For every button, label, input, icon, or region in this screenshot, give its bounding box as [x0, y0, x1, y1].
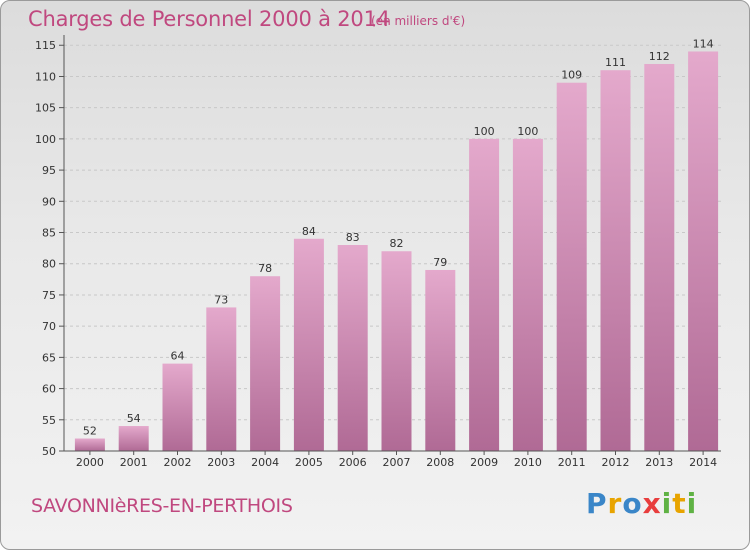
bar-2013	[644, 63, 675, 451]
bar-2011	[556, 82, 587, 452]
x-tick-label-2013: 2013	[645, 456, 673, 469]
y-tick-label-115: 115	[35, 39, 56, 52]
data-label-2006: 83	[346, 231, 360, 244]
chart-subtitle: (en milliers d'€)	[371, 14, 466, 28]
x-tick-label-2009: 2009	[470, 456, 498, 469]
data-label-2012: 111	[605, 56, 626, 69]
bar-2001	[118, 426, 149, 451]
y-tick-label-65: 65	[42, 351, 56, 364]
bar-2010	[512, 138, 543, 451]
x-tick-label-2004: 2004	[251, 456, 279, 469]
x-tick-label-2007: 2007	[383, 456, 411, 469]
data-label-2009: 100	[474, 125, 495, 138]
data-label-2008: 79	[433, 256, 447, 269]
logo-letter-5: t	[672, 487, 687, 520]
data-label-2004: 78	[258, 262, 272, 275]
data-label-2005: 84	[302, 225, 316, 238]
data-label-2003: 73	[214, 293, 228, 306]
x-tick-label-2011: 2011	[558, 456, 586, 469]
x-tick-label-2001: 2001	[120, 456, 148, 469]
x-tick-label-2000: 2000	[76, 456, 104, 469]
data-label-2013: 112	[649, 50, 670, 63]
bar-2003	[206, 307, 237, 451]
data-label-2014: 114	[693, 37, 714, 50]
y-tick-label-100: 100	[35, 133, 56, 146]
logo-letter-2: o	[622, 487, 643, 520]
y-tick-label-75: 75	[42, 289, 56, 302]
logo-letter-1: r	[607, 487, 623, 520]
labels: 50 55 60 65 70 75 80 85 90 95 100 105 110 115 52 2000 54…	[35, 37, 717, 469]
x-tick-label-2005: 2005	[295, 456, 323, 469]
y-tick-label-110: 110	[35, 70, 56, 83]
y-tick-label-105: 105	[35, 102, 56, 115]
logo-letter-4: i	[661, 487, 673, 520]
y-tick-label-85: 85	[42, 227, 56, 240]
bar-2000	[74, 438, 105, 451]
y-tick-label-60: 60	[42, 383, 56, 396]
data-label-2000: 52	[83, 425, 97, 438]
y-tick-label-95: 95	[42, 164, 56, 177]
chart-title: Charges de Personnel 2000 à 2014	[28, 7, 390, 31]
x-tick-label-2014: 2014	[689, 456, 717, 469]
x-tick-label-2006: 2006	[339, 456, 367, 469]
y-tick-label-80: 80	[42, 258, 56, 271]
data-label-2007: 82	[390, 237, 404, 250]
bar-2007	[381, 251, 412, 451]
x-tick-label-2010: 2010	[514, 456, 542, 469]
logo-letter-3: x	[642, 487, 662, 520]
city-name: SAVONNIèRES-EN-PERTHOIS	[31, 495, 293, 517]
logo-letter-0: P	[586, 487, 608, 520]
bar-2002	[162, 363, 193, 451]
y-tick-label-50: 50	[42, 445, 56, 458]
y-tick-label-55: 55	[42, 414, 56, 427]
data-label-2010: 100	[517, 125, 538, 138]
bar-2014	[688, 51, 719, 451]
y-tick-label-70: 70	[42, 320, 56, 333]
x-tick-label-2008: 2008	[426, 456, 454, 469]
x-tick-label-2002: 2002	[164, 456, 192, 469]
logo-letter-6: i	[686, 487, 698, 520]
x-tick-label-2012: 2012	[602, 456, 630, 469]
data-label-2002: 64	[171, 350, 185, 363]
data-label-2011: 109	[561, 69, 582, 82]
x-tick-label-2003: 2003	[207, 456, 235, 469]
axes	[59, 35, 721, 455]
proxiti-logo[interactable]: Proxiti	[586, 487, 697, 520]
bar-2006	[337, 245, 368, 451]
bars	[74, 51, 719, 452]
bar-2009	[469, 138, 500, 451]
bar-2005	[293, 238, 324, 451]
bar-2004	[250, 276, 281, 451]
bar-2012	[600, 70, 631, 451]
data-label-2001: 54	[127, 412, 141, 425]
y-tick-label-90: 90	[42, 195, 56, 208]
bar-2008	[425, 269, 456, 451]
